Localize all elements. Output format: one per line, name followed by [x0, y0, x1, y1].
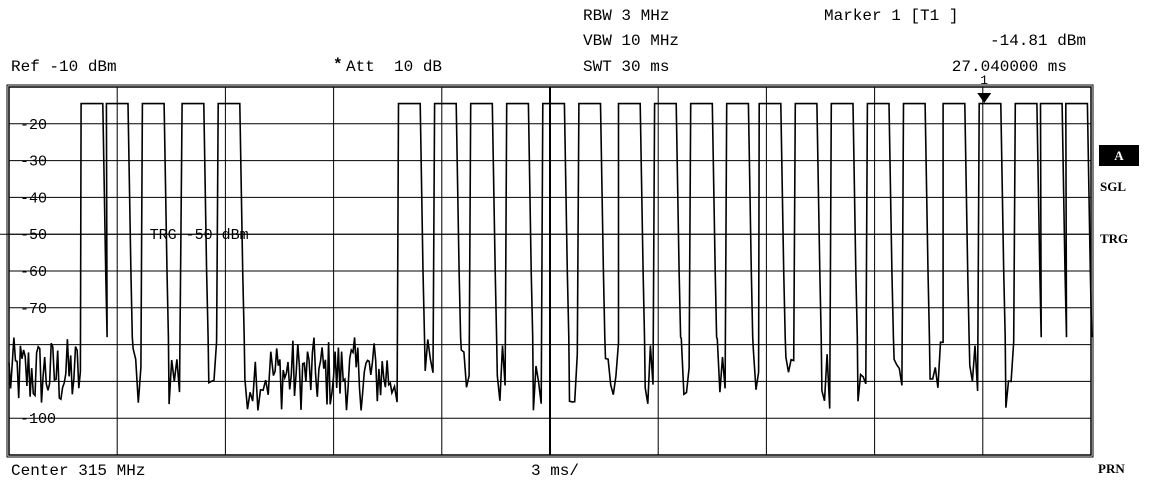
y-tick-label: -50: [20, 227, 47, 244]
marker-title: Marker 1 [T1 ]: [824, 7, 959, 25]
span-per-div-label: 3 ms/: [531, 462, 580, 480]
y-tick-label: -60: [20, 264, 47, 281]
sgl-indicator: SGL: [1100, 179, 1127, 194]
measurement-trace: [8, 102, 1093, 411]
trg-indicator: TRG: [1100, 231, 1129, 246]
attenuation-label: Att 10 dB: [346, 58, 443, 76]
prn-indicator: PRN: [1098, 461, 1125, 476]
rbw-label: RBW 3 MHz: [583, 7, 670, 25]
trigger-level-label: TRG -50 dBm: [150, 227, 249, 244]
marker-number-label: 1: [980, 73, 988, 88]
marker-time: 27.040000 ms: [951, 58, 1067, 76]
marker-level: -14.81 dBm: [989, 32, 1086, 50]
y-tick-label: -100: [20, 411, 56, 428]
vbw-label: VBW 10 MHz: [583, 32, 680, 50]
att-star: *: [333, 56, 343, 74]
plot-outer-frame: [6, 84, 1094, 458]
y-tick-label: -30: [20, 154, 47, 171]
y-tick-label: -20: [20, 117, 47, 134]
swt-label: SWT 30 ms: [583, 58, 670, 76]
y-tick-label: -70: [20, 301, 47, 318]
marker-triangle: [977, 93, 992, 103]
y-tick-label: -40: [20, 190, 47, 207]
plot-labels: -20 -30 -40 -50 -60 -70 -100 TRG -50 dBm 1: [20, 73, 992, 428]
ref-level-label: Ref -10 dBm: [11, 58, 117, 76]
trace-group: [8, 102, 1093, 411]
center-frequency-label: Center 315 MHz: [11, 462, 146, 480]
trace-a-indicator: A: [1099, 145, 1139, 166]
